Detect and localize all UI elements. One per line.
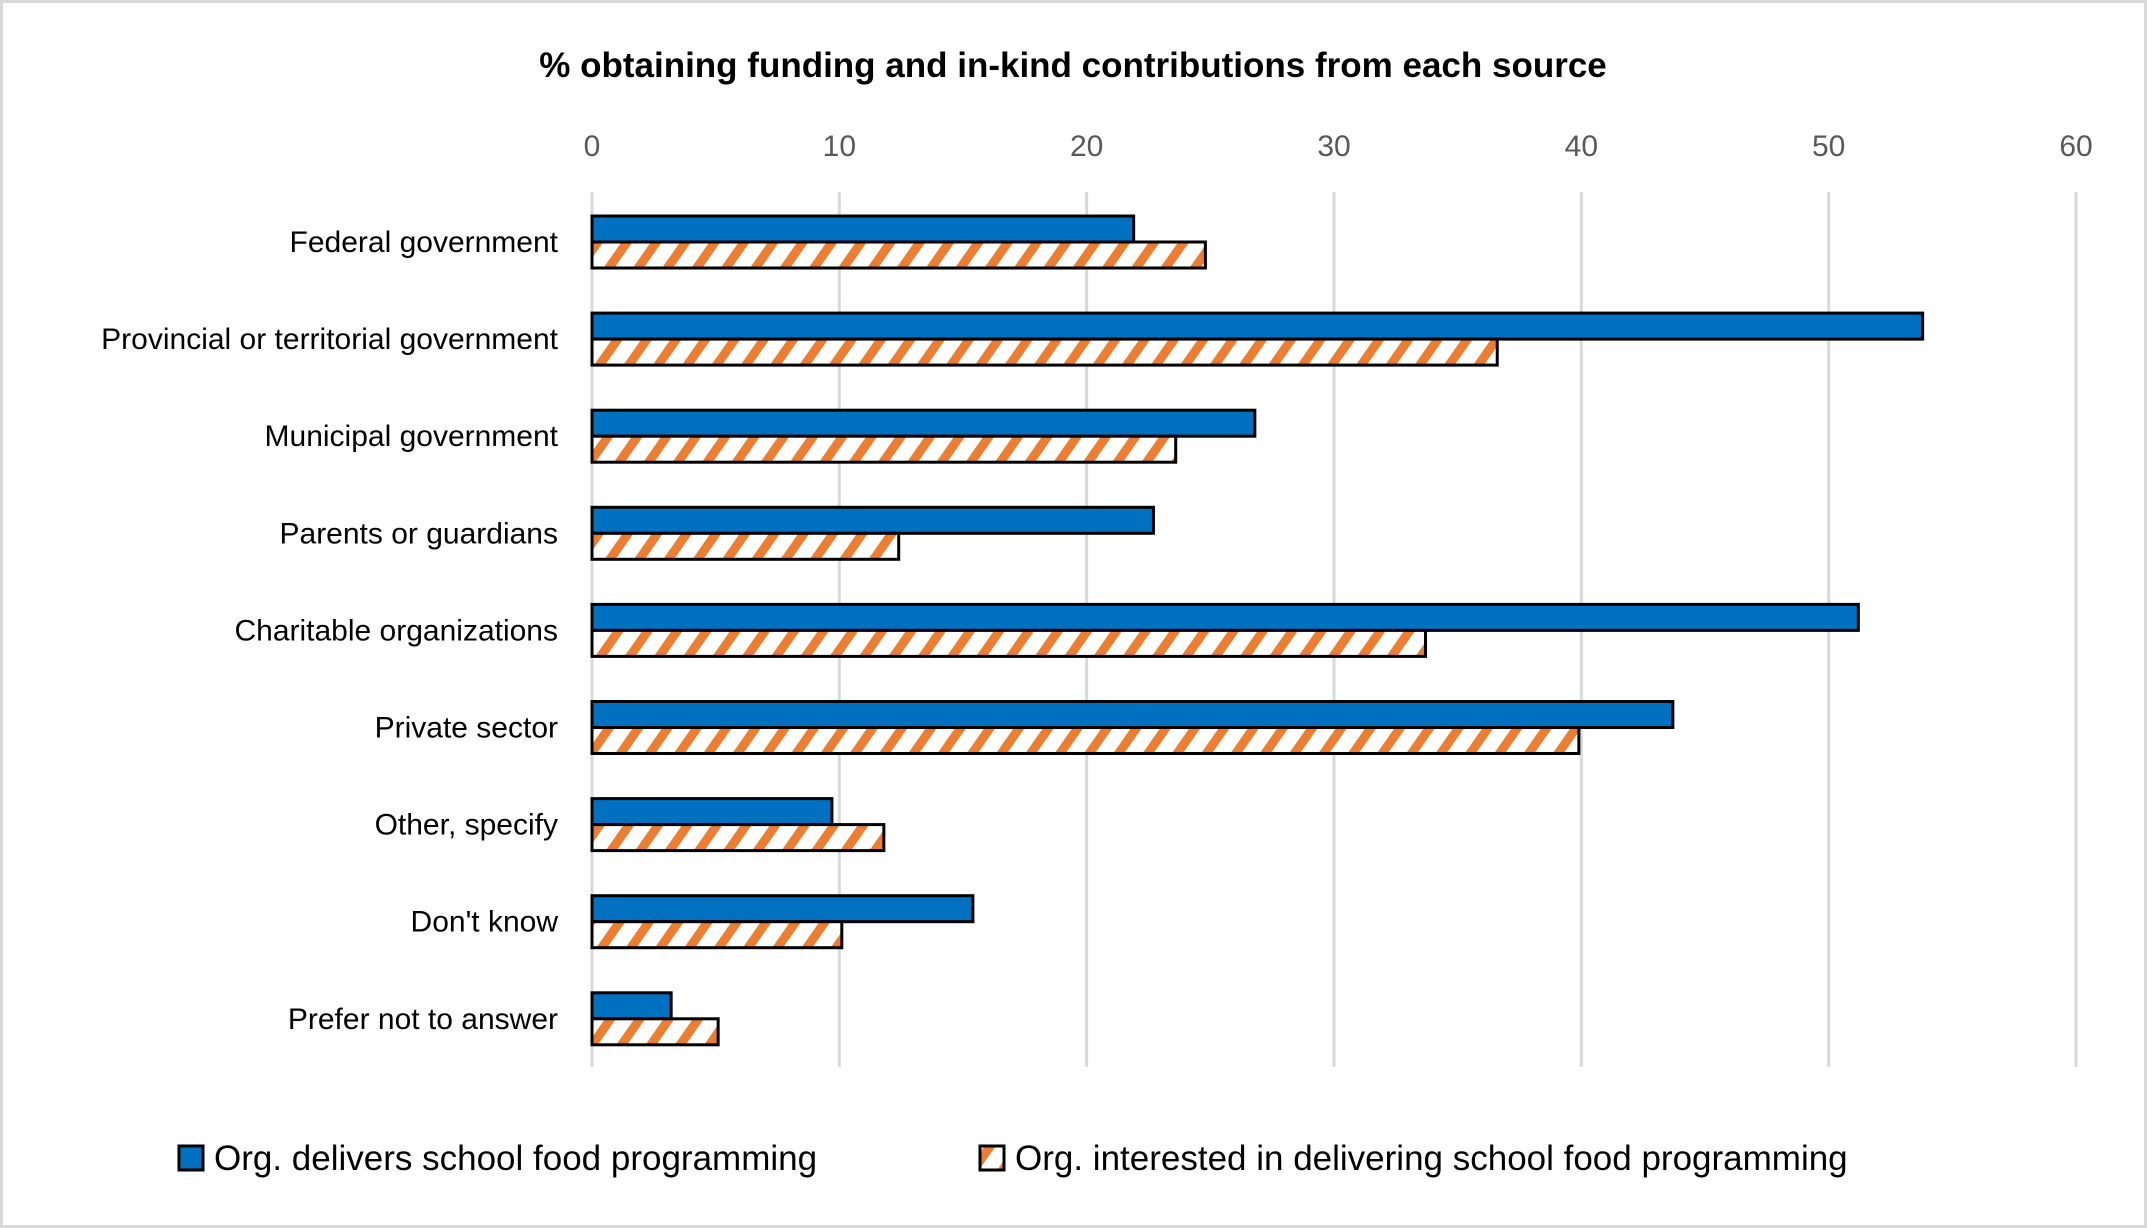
x-tick-label: 20 [1070, 130, 1103, 163]
category-label: Don't know [411, 906, 559, 939]
category-label: Municipal government [265, 420, 559, 453]
bar-delivers [590, 602, 1860, 632]
bar-interested [590, 823, 886, 853]
legend-swatch-interested [978, 1144, 1006, 1172]
bar-delivers [590, 797, 834, 827]
category-labels: Federal government Provincial or territor… [101, 226, 559, 1036]
legend-label-interested: Org. interested in delivering school foo… [1015, 1139, 1848, 1178]
bar-delivers [590, 505, 1155, 535]
bar-delivers [590, 991, 673, 1021]
legend-swatch-delivers [177, 1144, 205, 1172]
x-axis-ticks: 0 10 20 30 40 50 60 [584, 130, 2093, 163]
chart-title: % obtaining funding and in-kind contribu… [539, 46, 1607, 85]
bar-interested [590, 240, 1207, 270]
category-label: Provincial or territorial government [101, 323, 559, 356]
x-tick-label: 50 [1812, 130, 1845, 163]
x-tick-label: 30 [1317, 130, 1350, 163]
bar-delivers [590, 894, 975, 924]
category-label: Parents or guardians [280, 517, 559, 550]
bar-interested [590, 920, 844, 950]
bars [590, 214, 1925, 1047]
bar-interested [590, 531, 901, 561]
bar-delivers [590, 700, 1675, 729]
x-tick-label: 60 [2059, 130, 2092, 163]
category-label: Charitable organizations [234, 614, 558, 647]
x-tick-label: 40 [1565, 130, 1598, 163]
x-tick-label: 0 [584, 130, 601, 163]
bar-interested [590, 726, 1581, 755]
x-tick-label: 10 [823, 130, 856, 163]
bar-delivers [590, 214, 1136, 244]
category-label: Federal government [290, 226, 559, 259]
bar-delivers [590, 311, 1925, 341]
legend: Org. delivers school food programming Org… [177, 1139, 1848, 1178]
category-label: Other, specify [375, 809, 558, 842]
legend-label-delivers: Org. delivers school food programming [214, 1139, 817, 1178]
bar-interested [590, 628, 1428, 658]
bar-interested [590, 337, 1499, 367]
bar-interested [590, 434, 1178, 464]
category-label: Prefer not to answer [288, 1003, 558, 1036]
bar-delivers [590, 408, 1257, 438]
category-label: Private sector [375, 712, 558, 745]
bar-interested [590, 1017, 720, 1047]
